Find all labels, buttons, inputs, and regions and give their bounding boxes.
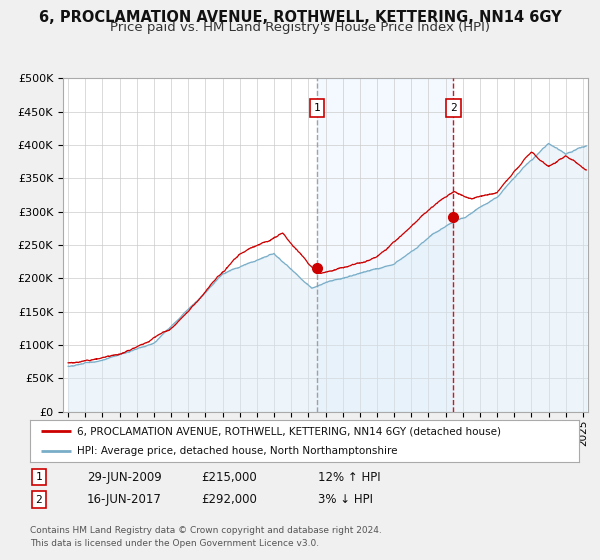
- Text: 1: 1: [35, 472, 43, 482]
- Text: This data is licensed under the Open Government Licence v3.0.: This data is licensed under the Open Gov…: [30, 539, 319, 548]
- Text: 3% ↓ HPI: 3% ↓ HPI: [318, 493, 373, 506]
- Text: £215,000: £215,000: [201, 470, 257, 484]
- Text: 29-JUN-2009: 29-JUN-2009: [87, 470, 162, 484]
- Text: 2: 2: [35, 494, 43, 505]
- Text: 16-JUN-2017: 16-JUN-2017: [87, 493, 162, 506]
- Bar: [317, 78, 454, 412]
- Text: 1: 1: [314, 104, 320, 113]
- Text: HPI: Average price, detached house, North Northamptonshire: HPI: Average price, detached house, Nort…: [77, 446, 397, 456]
- Text: £292,000: £292,000: [201, 493, 257, 506]
- Text: Contains HM Land Registry data © Crown copyright and database right 2024.: Contains HM Land Registry data © Crown c…: [30, 526, 382, 535]
- Text: 12% ↑ HPI: 12% ↑ HPI: [318, 470, 380, 484]
- Text: 2: 2: [450, 104, 457, 113]
- Text: 6, PROCLAMATION AVENUE, ROTHWELL, KETTERING, NN14 6GY (detached house): 6, PROCLAMATION AVENUE, ROTHWELL, KETTER…: [77, 426, 500, 436]
- Text: Price paid vs. HM Land Registry's House Price Index (HPI): Price paid vs. HM Land Registry's House …: [110, 21, 490, 34]
- Text: 6, PROCLAMATION AVENUE, ROTHWELL, KETTERING, NN14 6GY: 6, PROCLAMATION AVENUE, ROTHWELL, KETTER…: [38, 10, 562, 25]
